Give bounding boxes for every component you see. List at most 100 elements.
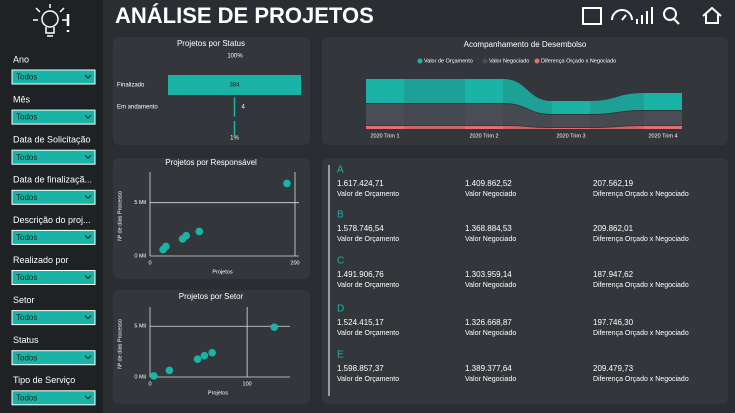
dropdown-arrow[interactable] [84, 395, 92, 400]
cards-panel [322, 158, 728, 404]
page-title: ANÁLISE DE PROJETOS [115, 3, 374, 28]
dropdown-arrow[interactable] [84, 355, 92, 360]
card-label: Valor Negociado [465, 282, 516, 289]
scatter-point [200, 351, 209, 360]
funnel-bar [233, 121, 236, 135]
filter-label: Data de Solicitação [13, 135, 91, 145]
legend-label: Valor Negociado [489, 58, 529, 64]
dropdown-arrow[interactable] [84, 315, 92, 320]
card-value: 1.598.857,37 [337, 364, 384, 373]
filter-dropdown[interactable] [11, 390, 96, 406]
legend-marker [534, 58, 540, 64]
funnel-top-label: 100% [227, 54, 243, 60]
dropdown-arrow[interactable] [84, 194, 92, 200]
card-group: E [337, 350, 344, 361]
card-value: 1.617.424,71 [337, 179, 384, 188]
ribbon-column [552, 115, 590, 127]
scatter-point [150, 372, 158, 380]
y-axis-label: Nº de dias Processo [116, 191, 123, 241]
ribbon-link [404, 126, 465, 129]
filter-label: Realizado por [13, 255, 69, 265]
y-axis-label: Nº de dias Processo [116, 319, 123, 369]
ribbon-column [366, 104, 404, 125]
ribbon-column [366, 126, 404, 129]
filter-dropdown[interactable] [11, 310, 96, 326]
data-label: 1% [230, 136, 239, 142]
ribbon-column [644, 111, 682, 125]
dropdown-arrow[interactable] [84, 235, 92, 240]
y-tick-label: 5 Mil [134, 200, 146, 206]
chart-title: Acompanhamento de Desembolso [464, 40, 587, 49]
card-value: 209.862,01 [593, 224, 634, 233]
x-axis-label: Projetos [212, 269, 232, 275]
card-value: 1.303.959,14 [465, 270, 512, 279]
card-value: 1.409.862,52 [465, 179, 512, 188]
ribbon-column [644, 126, 682, 129]
x-tick-label: 2020 Trim 3 [556, 133, 585, 139]
chart-title: Projetos por Responsável [165, 158, 257, 167]
card-group: D [337, 304, 344, 315]
chart-title: Projetos por Setor [179, 292, 244, 301]
x-tick-label: 2020 Trim 2 [469, 133, 498, 139]
card-value: 1.578.746,54 [337, 224, 384, 233]
card-value: 187.947,62 [593, 270, 634, 279]
filter-value[interactable]: Todos [16, 113, 37, 122]
dropdown-arrow[interactable] [84, 114, 92, 119]
card-value: 207.562,19 [593, 179, 634, 188]
card-label: Valor de Orçamento [337, 330, 399, 337]
filter-value[interactable]: Todos [16, 273, 37, 282]
ribbon-column [465, 104, 503, 125]
filter-label: Setor [13, 295, 35, 305]
legend-label: Valor de Orçamento [424, 58, 473, 64]
filter-dropdown[interactable] [11, 189, 96, 205]
filter-dropdown[interactable] [11, 69, 96, 85]
filter-label: Tipo de Serviço [13, 375, 75, 385]
dropdown-arrow[interactable] [84, 154, 92, 159]
card-value: 197.746,30 [593, 318, 634, 327]
filter-dropdown[interactable] [11, 109, 96, 125]
responsavel-panel [113, 158, 310, 279]
dropdown-arrow[interactable] [84, 74, 92, 79]
ribbon-column [552, 101, 590, 114]
ribbon-link [590, 126, 644, 129]
card-label: Valor Negociado [465, 236, 516, 243]
filter-value[interactable]: Todos [16, 73, 37, 82]
card-value: 209.479,73 [593, 364, 634, 373]
dropdown-arrow[interactable] [84, 275, 92, 280]
scatter-point [162, 242, 170, 251]
filter-dropdown[interactable] [11, 149, 96, 165]
filter-dropdown[interactable] [11, 270, 96, 285]
filter-dropdown[interactable] [11, 350, 96, 366]
x-tick-label: 2020 Trim 1 [370, 133, 399, 139]
ribbon-column [366, 79, 404, 103]
y-tick-label: 0 Mil [134, 253, 146, 259]
filter-value[interactable]: Todos [16, 353, 37, 362]
nav-icons[interactable] [582, 6, 722, 25]
scatter-point [270, 323, 279, 332]
card-label: Diferença Orçado x Negociado [593, 236, 689, 243]
card-value: 1.491.906,76 [337, 270, 384, 279]
x-tick-label: 2020 Trim 4 [648, 133, 677, 139]
filter-value[interactable]: Todos [16, 393, 37, 402]
ribbon-column [552, 128, 590, 129]
filter-label: Data de finalizaçã... [13, 175, 92, 185]
scatter-point [165, 366, 174, 375]
scatter-point [193, 355, 202, 364]
filter-value[interactable]: Todos [16, 153, 37, 162]
ribbon-link [404, 104, 465, 125]
ribbon-column [644, 93, 682, 110]
x-tick-label: 100 [243, 381, 252, 387]
filter-value[interactable]: Todos [16, 193, 37, 202]
filter-dropdown[interactable] [11, 229, 96, 245]
scatter-point [283, 179, 291, 188]
filter-value[interactable]: Todos [16, 233, 37, 242]
filter-label: Mês [13, 94, 31, 104]
card-label: Valor Negociado [465, 376, 516, 383]
filter-value[interactable]: Todos [16, 313, 37, 322]
funnel-category: Em andamento [117, 105, 158, 111]
card-value: 1.524.415,17 [337, 318, 384, 327]
ribbon-column [465, 126, 503, 129]
card-label: Valor Negociado [465, 330, 516, 337]
x-axis-label: Projetos [208, 390, 228, 396]
